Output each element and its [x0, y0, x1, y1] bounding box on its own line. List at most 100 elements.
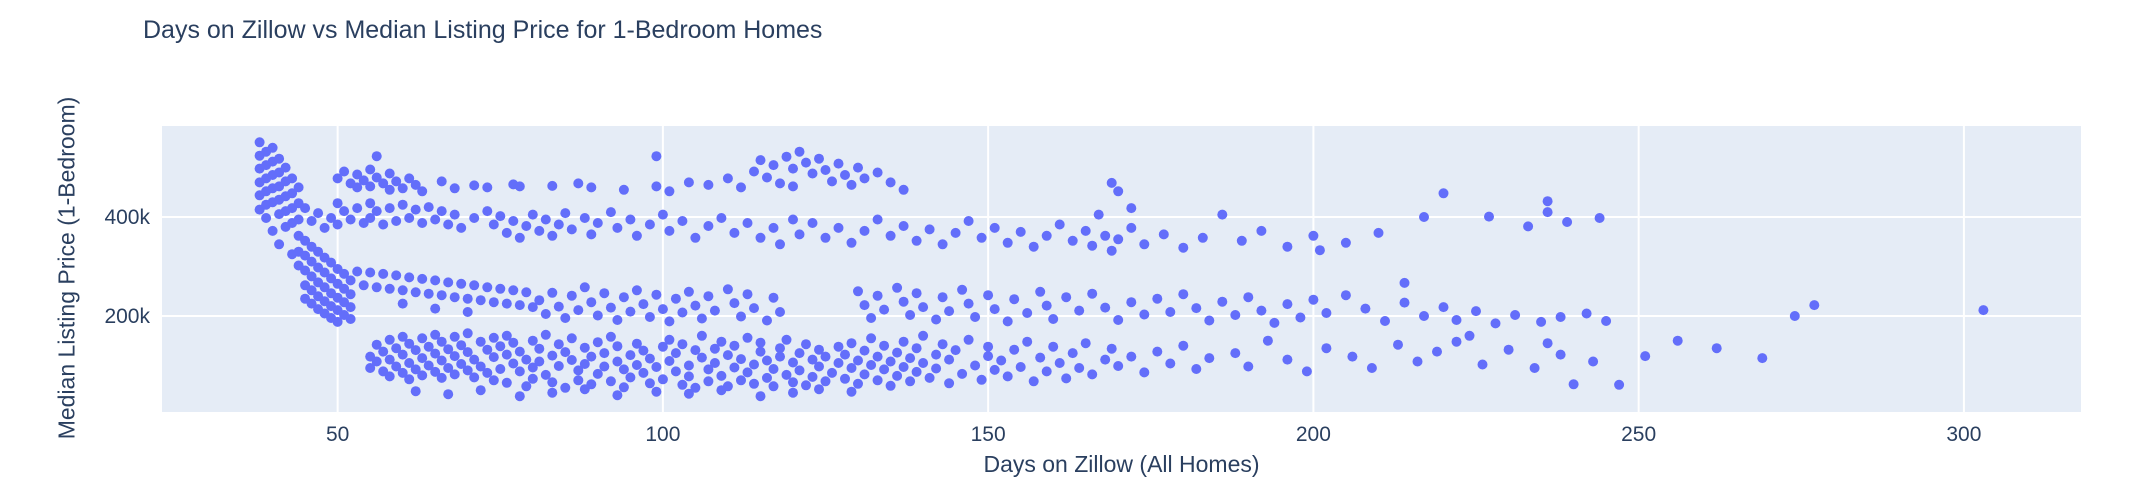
data-point[interactable] [879, 304, 890, 315]
data-point[interactable] [1100, 302, 1111, 313]
data-point[interactable] [553, 361, 564, 371]
data-point[interactable] [391, 176, 402, 187]
data-point[interactable] [300, 235, 311, 246]
data-point[interactable] [1054, 358, 1065, 368]
data-point[interactable] [892, 370, 903, 381]
data-point[interactable] [358, 175, 369, 186]
data-point[interactable] [924, 372, 935, 383]
data-point[interactable] [1106, 245, 1117, 256]
data-point[interactable] [1484, 211, 1494, 222]
data-point[interactable] [482, 367, 493, 378]
data-point[interactable] [683, 286, 694, 297]
data-point[interactable] [410, 287, 421, 298]
data-point[interactable] [365, 198, 376, 209]
data-point[interactable] [1054, 219, 1065, 230]
data-point[interactable] [378, 178, 389, 189]
data-point[interactable] [970, 360, 981, 371]
data-point[interactable] [371, 339, 382, 350]
data-point[interactable] [365, 181, 376, 192]
data-point[interactable] [1048, 341, 1059, 352]
data-point[interactable] [352, 203, 363, 214]
data-point[interactable] [820, 376, 831, 387]
data-point[interactable] [534, 356, 545, 367]
data-point[interactable] [846, 386, 857, 397]
data-point[interactable] [1061, 292, 1072, 303]
data-point[interactable] [475, 336, 486, 347]
data-point[interactable] [1256, 225, 1267, 236]
data-point[interactable] [495, 211, 506, 222]
data-point[interactable] [1419, 212, 1429, 222]
data-point[interactable] [788, 387, 798, 398]
data-point[interactable] [1529, 363, 1540, 373]
data-point[interactable] [1438, 302, 1449, 313]
data-point[interactable] [547, 287, 558, 298]
data-point[interactable] [1510, 310, 1521, 320]
data-point[interactable] [1074, 363, 1085, 373]
data-point[interactable] [625, 214, 636, 225]
data-point[interactable] [313, 208, 324, 219]
data-point[interactable] [1282, 354, 1293, 365]
data-point[interactable] [1113, 234, 1124, 245]
data-point[interactable] [762, 355, 772, 366]
data-point[interactable] [1399, 297, 1410, 308]
data-point[interactable] [892, 282, 903, 293]
data-point[interactable] [300, 203, 311, 214]
data-point[interactable] [1321, 308, 1332, 318]
data-point[interactable] [1191, 364, 1202, 374]
data-point[interactable] [866, 360, 877, 370]
data-point[interactable] [866, 333, 877, 344]
data-point[interactable] [326, 257, 337, 268]
data-point[interactable] [859, 369, 870, 380]
data-point[interactable] [1139, 239, 1150, 250]
data-point[interactable] [1340, 290, 1351, 301]
data-point[interactable] [1412, 356, 1423, 367]
data-point[interactable] [722, 350, 733, 361]
data-point[interactable] [618, 364, 629, 375]
data-point[interactable] [579, 213, 590, 223]
data-point[interactable] [931, 349, 942, 360]
data-point[interactable] [365, 213, 376, 223]
data-point[interactable] [736, 311, 746, 322]
data-point[interactable] [1477, 359, 1488, 370]
data-point[interactable] [1542, 196, 1553, 207]
data-point[interactable] [1002, 237, 1013, 248]
data-point[interactable] [657, 341, 668, 352]
data-point[interactable] [683, 388, 694, 399]
data-point[interactable] [1080, 338, 1091, 349]
data-point[interactable] [612, 390, 623, 401]
data-point[interactable] [1230, 310, 1241, 320]
data-point[interactable] [521, 287, 532, 298]
data-point[interactable] [742, 367, 753, 378]
data-point[interactable] [391, 361, 402, 372]
data-point[interactable] [521, 221, 532, 231]
data-point[interactable] [690, 382, 701, 393]
data-point[interactable] [879, 364, 890, 375]
data-point[interactable] [1139, 309, 1150, 320]
data-point[interactable] [625, 350, 636, 361]
data-point[interactable] [1178, 289, 1189, 300]
data-point[interactable] [443, 389, 454, 400]
data-point[interactable] [1165, 307, 1176, 317]
data-point[interactable] [989, 222, 1000, 233]
data-point[interactable] [579, 384, 590, 395]
data-point[interactable] [384, 168, 395, 179]
data-point[interactable] [1308, 294, 1319, 305]
data-point[interactable] [586, 229, 597, 240]
data-point[interactable] [319, 267, 330, 278]
data-point[interactable] [788, 214, 798, 225]
data-point[interactable] [404, 272, 415, 283]
data-point[interactable] [872, 214, 883, 225]
data-point[interactable] [1106, 343, 1117, 354]
data-point[interactable] [827, 176, 837, 187]
data-point[interactable] [566, 290, 577, 301]
data-point[interactable] [1438, 188, 1449, 199]
data-point[interactable] [638, 299, 649, 310]
data-point[interactable] [1588, 356, 1599, 367]
data-point[interactable] [833, 158, 844, 169]
data-point[interactable] [345, 289, 356, 300]
data-point[interactable] [514, 181, 525, 192]
data-point[interactable] [716, 336, 727, 347]
data-point[interactable] [683, 371, 694, 382]
data-point[interactable] [670, 348, 681, 359]
data-point[interactable] [1451, 315, 1462, 325]
